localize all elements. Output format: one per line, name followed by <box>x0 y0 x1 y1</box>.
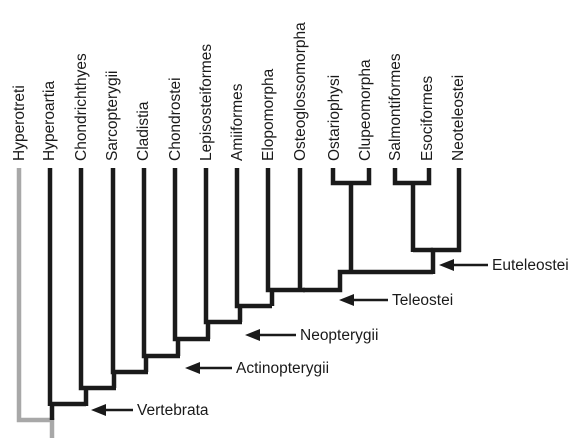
branch-amiiformes <box>234 168 272 309</box>
arrow-actinopterygii-head <box>185 362 200 374</box>
ingroup-branches <box>47 168 462 420</box>
taxon-label-sarcopterygii: Sarcopterygii <box>104 71 121 161</box>
branch-clupeocephala <box>303 269 433 293</box>
arrow-teleostei-head <box>339 294 354 306</box>
taxon-label-chondrostei: Chondrostei <box>167 77 184 161</box>
taxon-label-cladistia: Cladistia <box>135 101 152 161</box>
outgroup-branch <box>16 168 55 438</box>
taxon-label-lepisosteiformes: Lepisosteiformes <box>198 44 215 161</box>
taxon-label-amiiformes: Amiiformes <box>229 83 246 161</box>
branch-chondrostei <box>172 168 210 342</box>
branch-chondrichthyes <box>78 168 116 391</box>
taxon-label-salmontiformes: Salmontiformes <box>387 53 404 161</box>
node-label-vertebrata: Vertebrata <box>137 402 209 419</box>
taxon-labels: Hyperotreti Hyperoartia Chondrichthyes S… <box>11 22 467 161</box>
taxon-label-clupeomorpha: Clupeomorpha <box>357 59 374 161</box>
branch-hyperotreti <box>16 168 52 423</box>
branch-vertebrata-node <box>49 401 86 420</box>
taxon-label-ostariophysi: Ostariophysi <box>326 75 343 161</box>
node-labels: Vertebrata Actinopterygii Neopterygii Te… <box>137 257 569 419</box>
node-label-neopterygii: Neopterygii <box>300 327 378 344</box>
branch-ostariophysi <box>330 168 372 186</box>
arrow-neopterygii-head <box>245 329 260 341</box>
taxon-label-elopomorpha: Elopomorpha <box>260 68 277 161</box>
arrow-euteleostei-head <box>439 259 454 271</box>
node-label-actinopterygii: Actinopterygii <box>236 360 329 377</box>
taxon-label-esociformes: Esociformes <box>419 75 436 161</box>
taxon-label-hyperoartia: Hyperoartia <box>41 81 58 161</box>
node-label-euteleostei: Euteleostei <box>492 257 569 274</box>
taxon-label-chondrichthyes: Chondrichthyes <box>73 53 90 161</box>
branch-salmontiformes <box>392 168 432 186</box>
node-arrows <box>91 259 488 416</box>
taxon-label-hyperotreti: Hyperotreti <box>11 85 28 161</box>
taxon-label-neoteleostei: Neoteleostei <box>450 75 467 161</box>
node-label-teleostei: Teleostei <box>392 292 453 309</box>
arrow-vertebrata-head <box>91 404 106 416</box>
taxon-label-osteoglossomorpha: Osteoglossomorpha <box>292 22 309 161</box>
branch-elopomorpha <box>265 168 305 293</box>
